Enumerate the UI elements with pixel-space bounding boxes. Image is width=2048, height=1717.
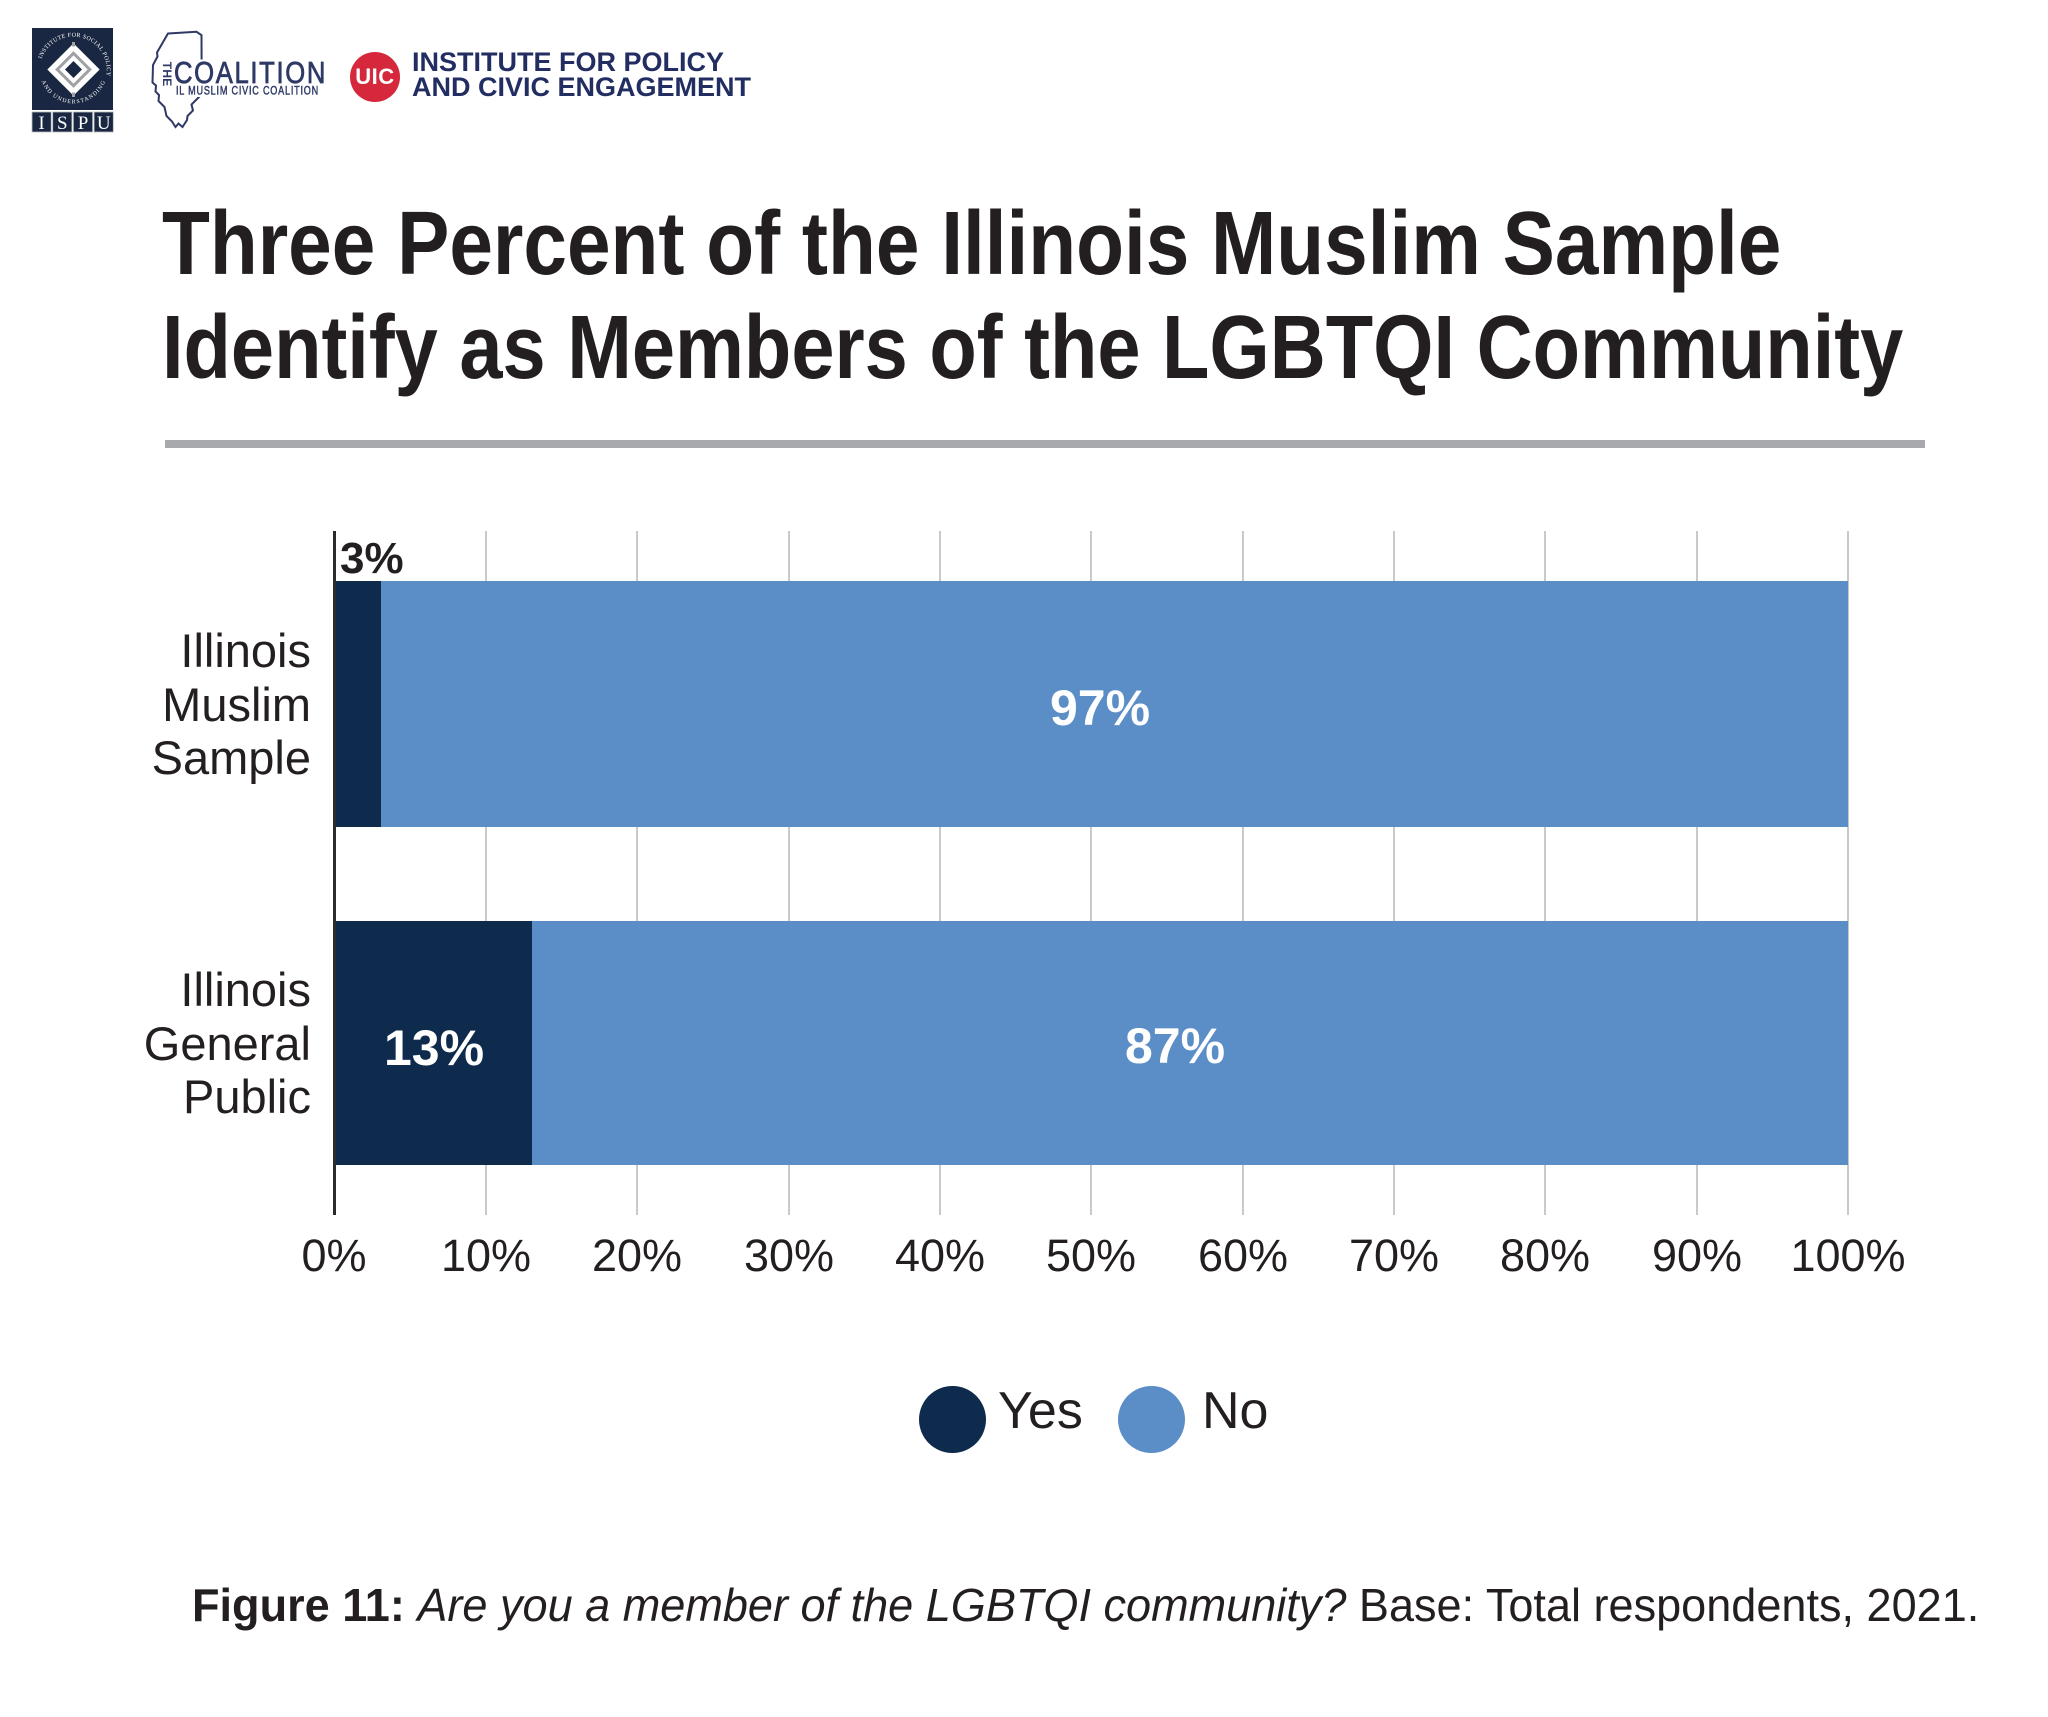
svg-text:I: I [38,113,44,134]
svg-text:S: S [57,113,68,134]
svg-text:COALITION: COALITION [174,55,327,90]
svg-text:THE: THE [160,62,174,87]
svg-text:P: P [78,113,89,134]
svg-text:IL MUSLIM CIVIC COALITION: IL MUSLIM CIVIC COALITION [176,86,319,98]
svg-text:U: U [97,113,111,134]
